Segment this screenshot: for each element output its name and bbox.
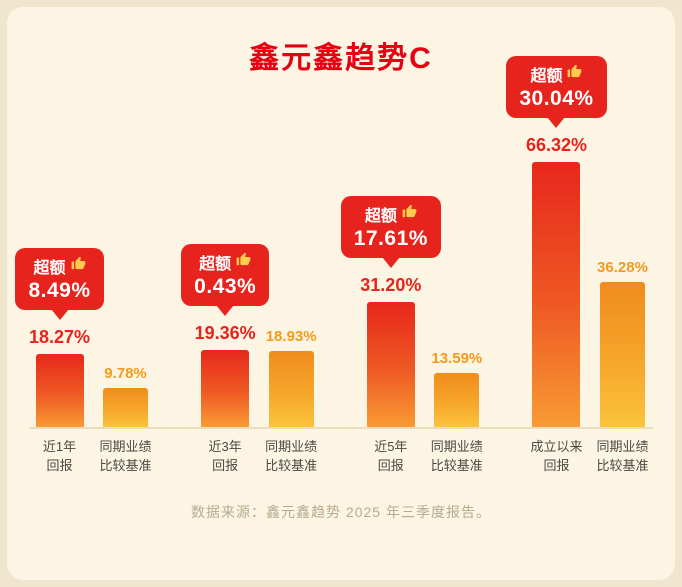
bar-chart: 超额 8.49% 18.27% 9.78% 超额 0.43% 19.36% 18.93% 超额 1… bbox=[7, 41, 675, 476]
benchmark-bar bbox=[103, 387, 148, 427]
data-source-note: 数据来源：鑫元鑫趋势 2025 年三季度报告。 bbox=[191, 503, 491, 520]
return-value-label: 31.20% bbox=[360, 275, 422, 296]
chart-card: 鑫元鑫趋势C 超额 8.49% 18.27% 9.78% 超额 0.43% 19.36% 18… bbox=[7, 7, 675, 580]
benchmark-axis-label: 同期业绩 比较基准 bbox=[99, 439, 152, 473]
chart-axis-labels: 近1年 回报 同期业绩 比较基准 近3年 回报 同期业绩 比较基准 近5年 回报 同期业绩 比较基准成… bbox=[29, 429, 653, 476]
excess-badge-label: 超额 bbox=[199, 255, 232, 273]
excess-value-label: 30.04% bbox=[519, 86, 594, 110]
thumbs-up-icon bbox=[71, 256, 86, 276]
benchmark-column: 18.93% bbox=[261, 328, 322, 427]
chart-title: 鑫元鑫趋势C bbox=[249, 42, 433, 75]
excess-badge: 超额 8.49% bbox=[15, 247, 104, 320]
benchmark-bar bbox=[434, 372, 480, 427]
thumbs-up-icon bbox=[236, 252, 251, 272]
chart-plot-area: 超额 8.49% 18.27% 9.78% 超额 0.43% 19.36% 18.93% 超额 1… bbox=[15, 41, 653, 429]
excess-badge: 超额 17.61% bbox=[340, 196, 441, 269]
benchmark-value-label: 9.78% bbox=[104, 364, 147, 382]
benchmark-bar bbox=[268, 351, 314, 427]
excess-badge-body: 超额 8.49% bbox=[15, 247, 104, 310]
return-column: 超额 8.49% 18.27% bbox=[15, 247, 104, 427]
excess-value-label: 17.61% bbox=[353, 227, 428, 251]
benchmark-column: 13.59% bbox=[426, 350, 487, 427]
return-axis-label: 近1年 回报 bbox=[42, 439, 77, 473]
excess-value-label: 8.49% bbox=[28, 278, 91, 302]
benchmark-bar bbox=[599, 281, 645, 427]
benchmark-value-label: 13.59% bbox=[431, 349, 483, 367]
benchmark-column: 36.28% bbox=[592, 259, 653, 427]
badge-pointer bbox=[547, 116, 566, 128]
chart-group: 超额 30.04% 66.32% 36.28% bbox=[506, 55, 653, 427]
return-value-label: 18.27% bbox=[28, 326, 91, 347]
axis-label-group: 近3年 回报 同期业绩 比较基准 bbox=[195, 429, 322, 476]
excess-badge-body: 超额 0.43% bbox=[181, 243, 270, 306]
excess-value-label: 0.43% bbox=[194, 274, 257, 298]
chart-group: 超额 0.43% 19.36% 18.93% bbox=[181, 243, 322, 427]
return-value-label: 19.36% bbox=[194, 322, 256, 343]
return-column: 超额 0.43% 19.36% bbox=[181, 243, 270, 427]
return-axis-label: 成立以来 回报 bbox=[530, 439, 583, 473]
excess-badge: 超额 30.04% bbox=[506, 55, 607, 128]
thumbs-up-icon bbox=[567, 64, 582, 84]
badge-pointer bbox=[216, 304, 235, 316]
thumbs-up-icon bbox=[402, 204, 417, 224]
axis-label-group: 近5年 回报 同期业绩 比较基准 bbox=[360, 429, 487, 476]
return-bar bbox=[201, 349, 250, 427]
return-value-label: 66.32% bbox=[525, 134, 587, 155]
benchmark-column: 9.78% bbox=[95, 365, 156, 427]
axis-label-group: 近1年 回报 同期业绩 比较基准 bbox=[29, 429, 156, 476]
benchmark-axis-label: 同期业绩 比较基准 bbox=[265, 439, 318, 473]
return-bar bbox=[35, 353, 84, 427]
badge-pointer bbox=[50, 308, 69, 320]
return-column: 超额 30.04% 66.32% bbox=[506, 55, 607, 427]
excess-badge-body: 超额 30.04% bbox=[506, 55, 607, 118]
excess-badge-body: 超额 17.61% bbox=[340, 196, 441, 259]
benchmark-axis-label: 同期业绩 比较基准 bbox=[596, 439, 649, 473]
chart-group: 超额 17.61% 31.20% 13.59% bbox=[340, 196, 487, 427]
benchmark-value-label: 18.93% bbox=[265, 328, 317, 346]
excess-badge-label: 超额 bbox=[530, 67, 563, 85]
excess-badge-label: 超额 bbox=[33, 259, 66, 277]
excess-badge-label: 超额 bbox=[364, 208, 397, 226]
return-bar bbox=[532, 161, 581, 427]
excess-badge: 超额 0.43% bbox=[181, 243, 270, 316]
badge-pointer bbox=[381, 257, 400, 269]
benchmark-axis-label: 同期业绩 比较基准 bbox=[430, 439, 483, 473]
return-axis-label: 近3年 回报 bbox=[208, 439, 242, 473]
return-column: 超额 17.61% 31.20% bbox=[340, 196, 441, 427]
return-axis-label: 近5年 回报 bbox=[374, 439, 408, 473]
chart-group: 超额 8.49% 18.27% 9.78% bbox=[15, 247, 156, 427]
benchmark-value-label: 36.28% bbox=[597, 258, 648, 276]
axis-label-group: 成立以来 回报 同期业绩 比较基准 bbox=[526, 429, 653, 476]
return-bar bbox=[366, 302, 415, 427]
